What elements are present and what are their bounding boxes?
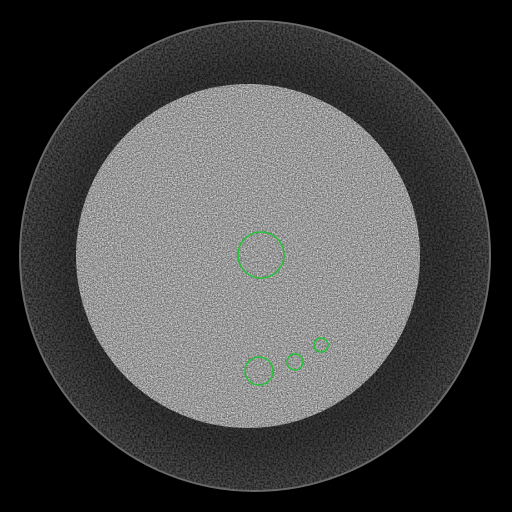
roi-layer [237, 231, 329, 386]
phantom-outer-edge [19, 20, 491, 492]
roi-center-circle[interactable] [237, 231, 285, 279]
roi-lower-large-circle[interactable] [244, 356, 274, 386]
phantom-inner-disk-noise-dark [76, 84, 420, 428]
roi-lower-medium-circle[interactable] [286, 353, 304, 371]
roi-lower-small-circle[interactable] [313, 337, 329, 353]
